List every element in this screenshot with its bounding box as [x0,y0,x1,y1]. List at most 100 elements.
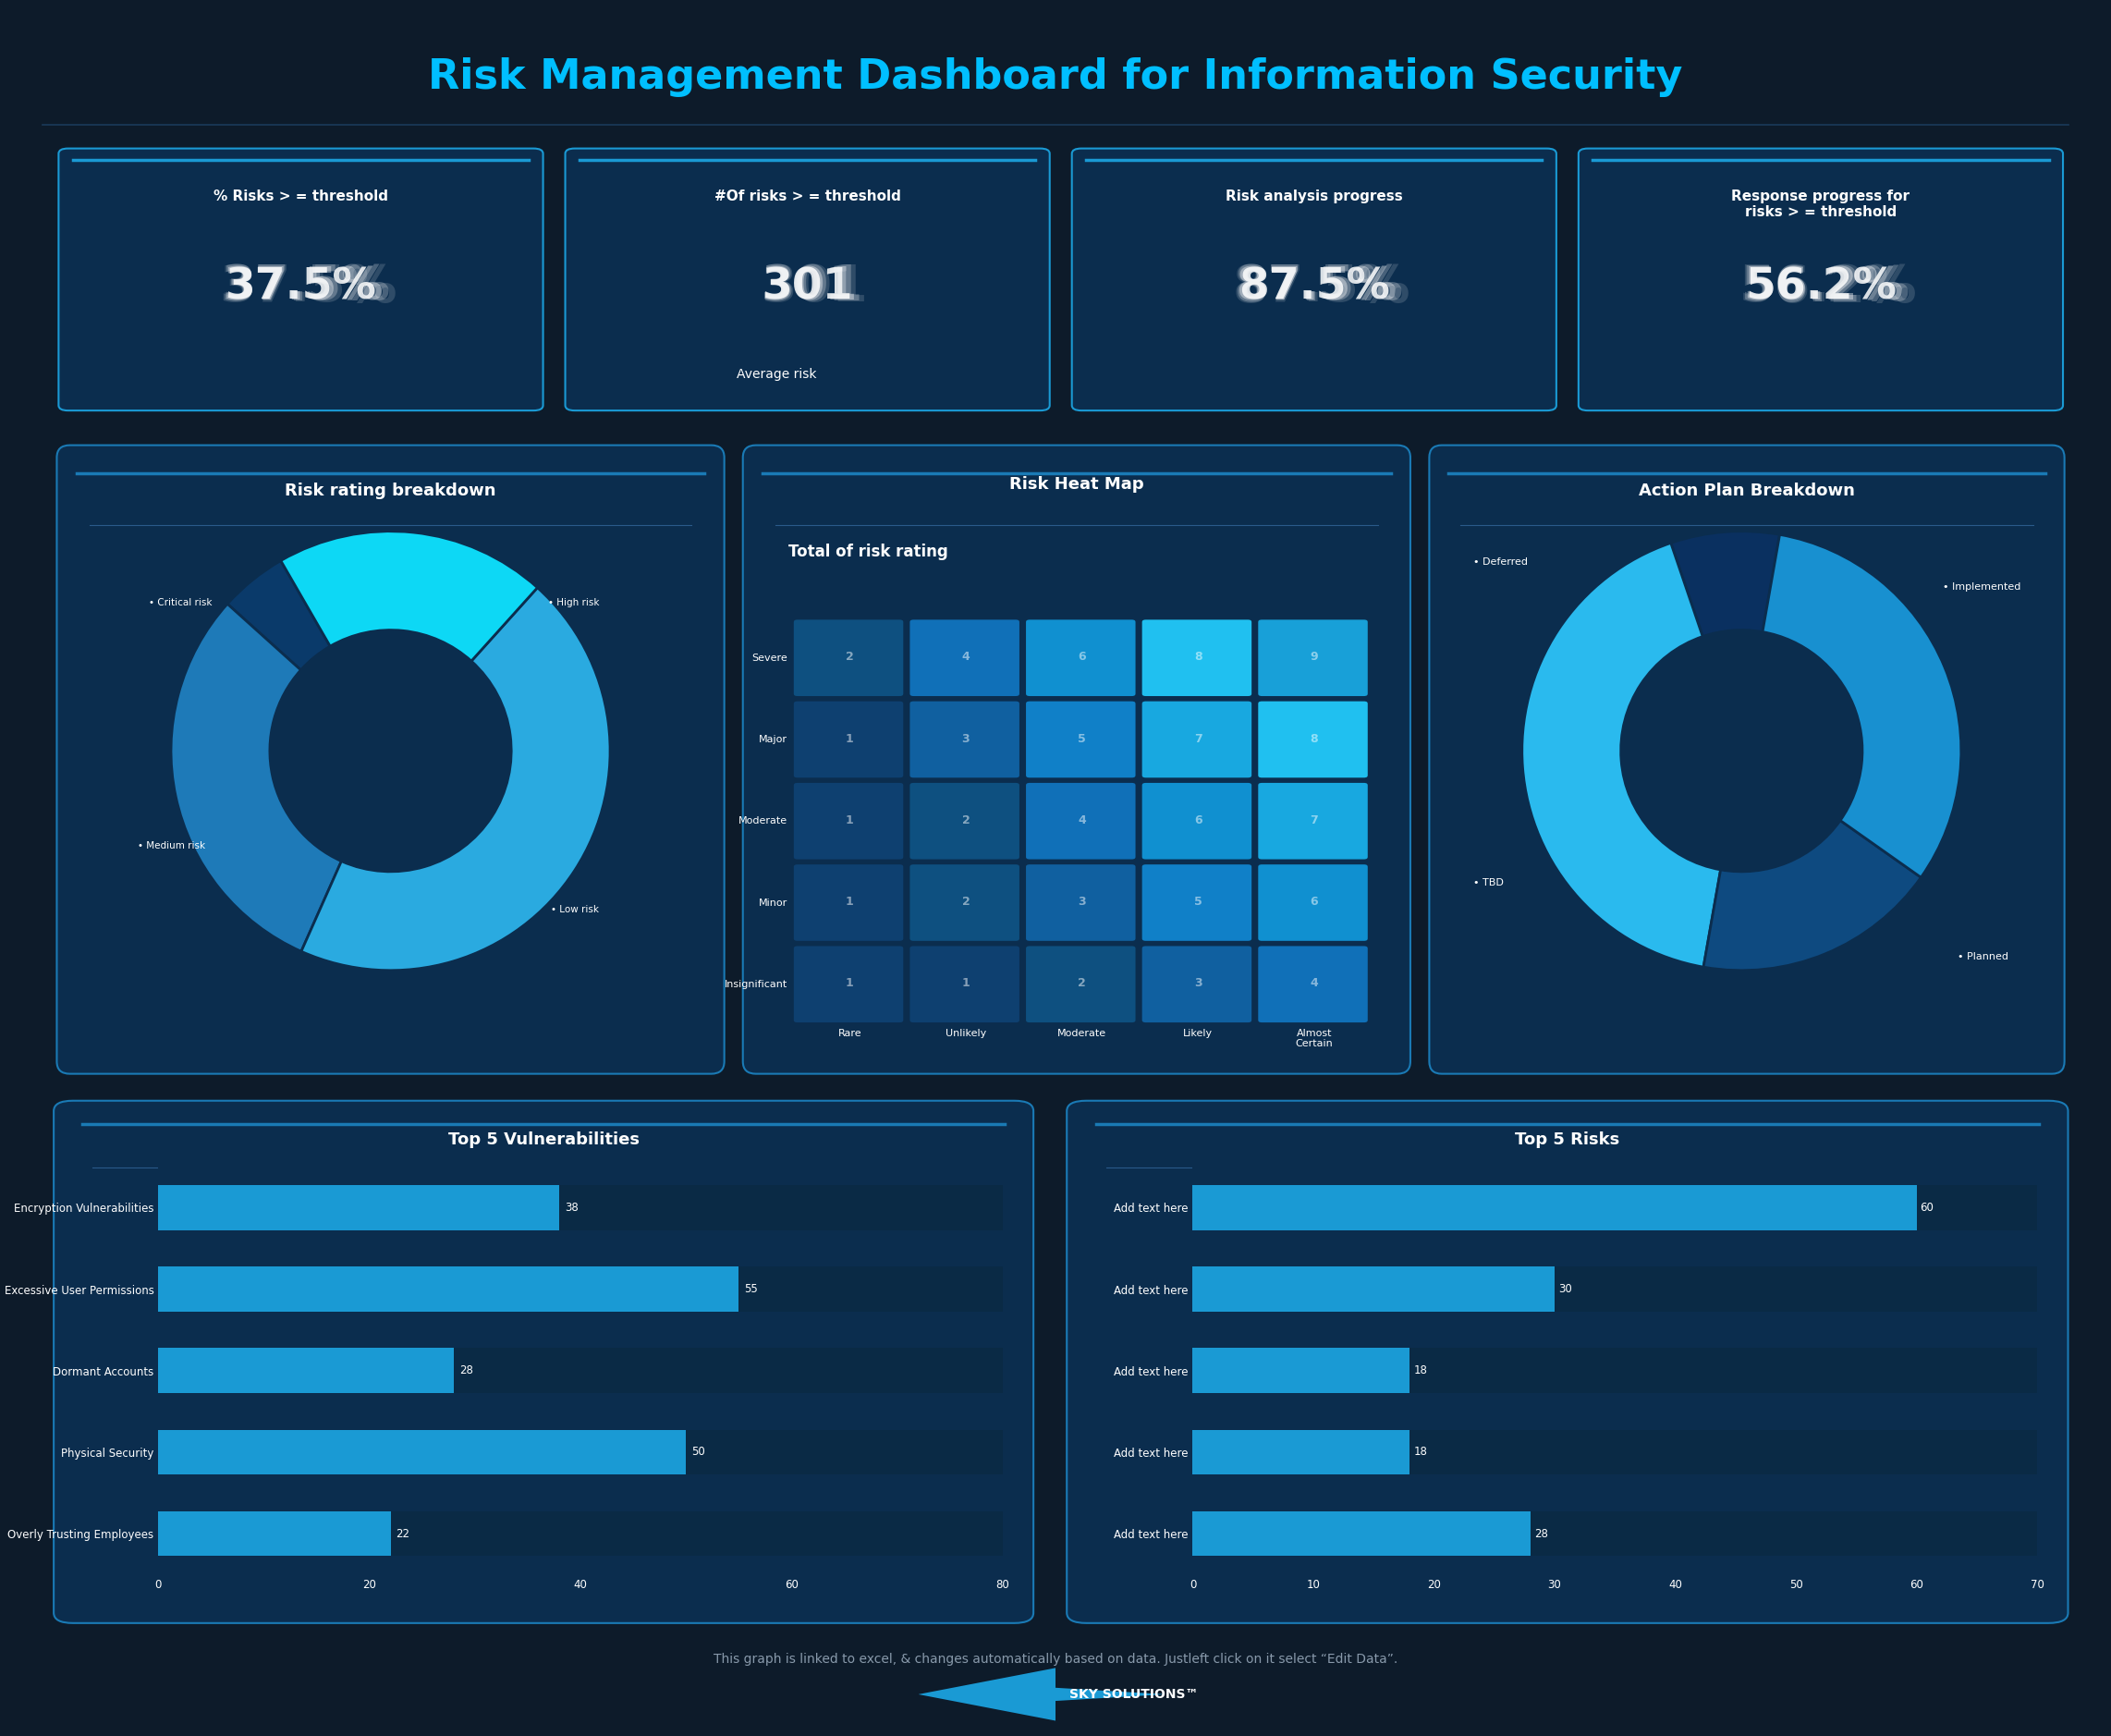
Text: 2: 2 [963,896,969,908]
Text: Risk rating breakdown: Risk rating breakdown [285,483,496,498]
Bar [158,1349,454,1392]
Bar [1193,1430,2037,1474]
FancyBboxPatch shape [59,149,543,410]
FancyBboxPatch shape [1258,700,1368,779]
FancyBboxPatch shape [1142,781,1252,861]
FancyBboxPatch shape [1142,618,1252,698]
Wedge shape [1670,531,1780,637]
Bar [1193,1349,2037,1392]
Text: 8: 8 [1195,651,1201,663]
Text: 6: 6 [1195,814,1201,826]
Text: Risk Heat Map: Risk Heat Map [1009,476,1144,493]
Text: 87.5%: 87.5% [1235,264,1404,311]
FancyBboxPatch shape [1142,944,1252,1024]
Text: This graph is linked to excel, & changes automatically based on data. Justleft c: This graph is linked to excel, & changes… [714,1653,1397,1667]
FancyBboxPatch shape [1142,700,1252,779]
Wedge shape [171,604,342,951]
FancyBboxPatch shape [1142,863,1252,943]
Bar [158,1267,1003,1311]
Text: Average risk: Average risk [737,368,817,380]
Text: 301: 301 [762,262,868,312]
Text: 30: 30 [1558,1283,1573,1295]
Text: 37.5%: 37.5% [224,266,384,309]
Text: 56.2%: 56.2% [1742,264,1910,311]
Text: 2: 2 [963,814,969,826]
Wedge shape [1522,543,1720,967]
Text: 301: 301 [762,266,857,309]
Text: 55: 55 [745,1283,758,1295]
FancyBboxPatch shape [743,444,1410,1075]
FancyBboxPatch shape [910,700,1020,779]
Text: Risk analysis progress: Risk analysis progress [1226,189,1402,203]
Text: 38: 38 [566,1201,578,1213]
Text: 4: 4 [963,651,969,663]
Text: 6: 6 [1311,896,1317,908]
Bar [1193,1510,2037,1555]
Text: Risk Management Dashboard for Information Security: Risk Management Dashboard for Informatio… [429,57,1682,97]
Bar [1193,1430,1410,1474]
Bar [158,1510,1003,1555]
Text: 301: 301 [762,266,853,307]
Bar [1193,1510,1530,1555]
Bar [158,1186,1003,1231]
Text: 87.5%: 87.5% [1233,262,1410,312]
Text: #Of risks > = threshold: #Of risks > = threshold [714,189,901,203]
FancyBboxPatch shape [1026,700,1136,779]
FancyBboxPatch shape [794,944,904,1024]
Text: Top 5 Vulnerabilities: Top 5 Vulnerabilities [448,1132,640,1147]
Text: 18: 18 [1414,1364,1427,1377]
FancyBboxPatch shape [1026,863,1136,943]
Bar [158,1186,559,1231]
Bar [158,1510,391,1555]
Text: 7: 7 [1195,733,1201,745]
Text: 37.5%: 37.5% [222,264,391,311]
FancyBboxPatch shape [794,863,904,943]
Text: 18: 18 [1414,1446,1427,1458]
Text: 7: 7 [1311,814,1317,826]
Polygon shape [918,1668,1165,1720]
Bar [158,1430,686,1474]
Text: • High risk: • High risk [549,597,600,608]
Text: • Planned: • Planned [1957,951,2008,962]
Text: • Low risk: • Low risk [551,904,600,915]
FancyBboxPatch shape [1258,944,1368,1024]
Text: 3: 3 [963,733,969,745]
FancyBboxPatch shape [794,700,904,779]
FancyBboxPatch shape [910,781,1020,861]
Text: Total of risk rating: Total of risk rating [790,543,948,561]
Text: 301: 301 [762,264,863,311]
Text: 5: 5 [1195,896,1201,908]
Text: 3: 3 [1195,977,1201,990]
FancyBboxPatch shape [57,444,724,1075]
Bar [158,1267,739,1311]
Text: Top 5 Risks: Top 5 Risks [1516,1132,1619,1147]
Bar [1193,1267,2037,1311]
Bar [158,1349,1003,1392]
Text: Response progress for
risks > = threshold: Response progress for risks > = threshol… [1731,189,1910,219]
Text: 22: 22 [397,1528,410,1540]
FancyBboxPatch shape [1258,781,1368,861]
FancyBboxPatch shape [910,618,1020,698]
Text: • Critical risk: • Critical risk [150,597,213,608]
FancyBboxPatch shape [910,944,1020,1024]
Text: 56.2%: 56.2% [1744,266,1904,309]
Bar [158,1430,1003,1474]
Bar [1193,1186,1917,1231]
Text: 87.5%: 87.5% [1237,266,1397,309]
FancyBboxPatch shape [794,781,904,861]
Text: 87.5%: 87.5% [1239,266,1389,307]
Wedge shape [281,531,538,661]
FancyBboxPatch shape [1429,444,2065,1075]
FancyBboxPatch shape [794,618,904,698]
Text: % Risks > = threshold: % Risks > = threshold [213,189,388,203]
FancyBboxPatch shape [1026,781,1136,861]
FancyBboxPatch shape [910,863,1020,943]
Text: 2: 2 [847,651,853,663]
FancyBboxPatch shape [53,1101,1034,1623]
FancyBboxPatch shape [1258,863,1368,943]
FancyBboxPatch shape [566,149,1049,410]
Text: 50: 50 [692,1446,705,1458]
Text: 1: 1 [847,733,853,745]
Text: 37.5%: 37.5% [220,262,397,312]
FancyBboxPatch shape [1026,618,1136,698]
